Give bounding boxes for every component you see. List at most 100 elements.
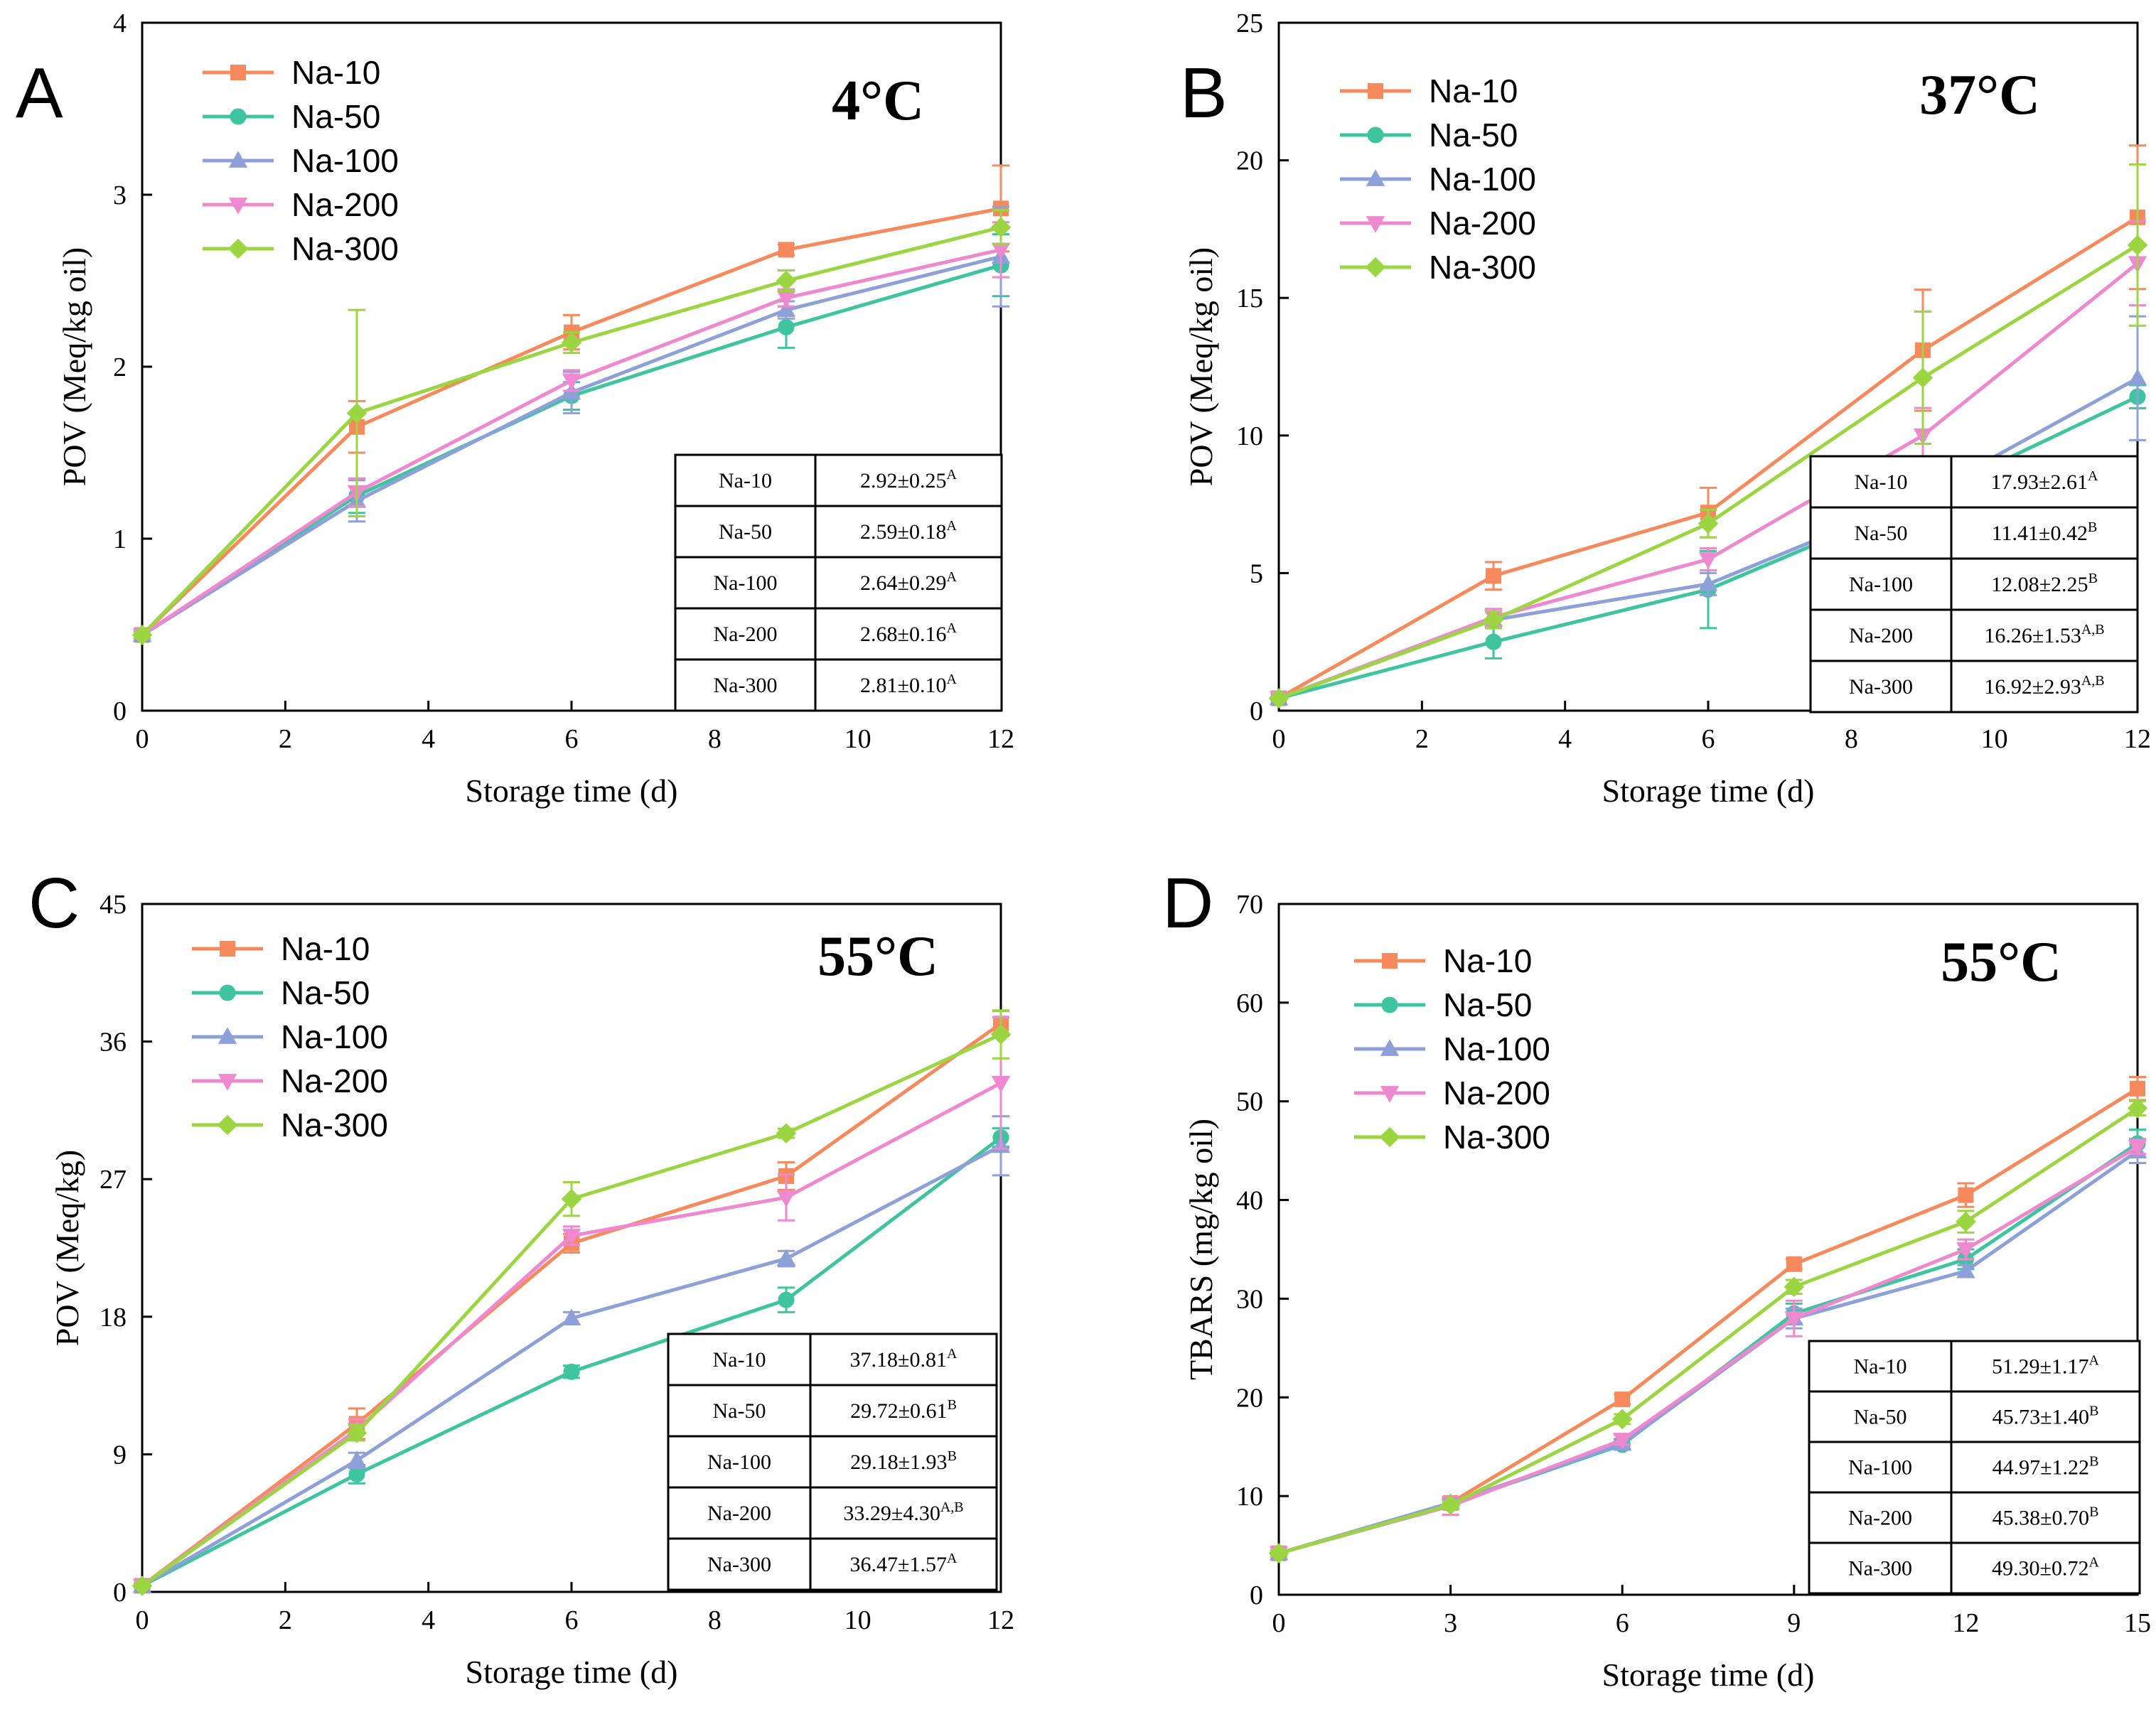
table-cell-sample: Na-50 <box>1854 1406 1907 1429</box>
panel-c: C 0 2 4 6 8 10 12 0 9 18 27 36 45 Storage time (d) POV … <box>28 863 1014 1690</box>
legend-marker <box>228 151 248 168</box>
table-cell-sample: Na-200 <box>1848 1507 1912 1530</box>
series-line <box>1278 1107 2139 1556</box>
data-point <box>1956 1211 1976 1232</box>
series-na-300 <box>132 209 1012 645</box>
series-group <box>132 164 1012 645</box>
y-axis-title: POV (Meq/kg oil) <box>56 247 92 487</box>
table-cell-superscript: B <box>948 1397 957 1413</box>
y-axis-title: POV (Meq/kg oil) <box>1183 247 1219 487</box>
table-cell-sample: Na-10 <box>719 469 772 492</box>
table-row: Na-300 49.30±0.72A <box>1848 1555 2100 1581</box>
chart-title: 55°C <box>1941 931 2061 994</box>
legend-item: Na-200 <box>203 186 399 223</box>
table-cell-superscript: A,B <box>940 1500 964 1515</box>
table-cell-sample: Na-10 <box>1854 1355 1907 1379</box>
data-point <box>776 300 796 318</box>
y-tick-label: 25 <box>1236 9 1263 38</box>
data-point <box>563 1363 580 1380</box>
x-tick-label: 12 <box>2124 724 2151 754</box>
legend-label: Na-300 <box>1443 1119 1550 1156</box>
summary-table: Na-10 37.18±0.81A Na-50 29.72±0.61B Na-100 29… <box>667 1333 998 1591</box>
legend-item: Na-100 <box>1354 1030 1550 1067</box>
plot-frame <box>1277 903 2139 1596</box>
legend-marker <box>218 1074 237 1091</box>
y-tick-label: 9 <box>113 1440 127 1470</box>
data-point <box>561 332 582 353</box>
legend-marker <box>217 1114 238 1136</box>
table-row: Na-10 2.92±0.25A <box>719 467 958 492</box>
data-point <box>776 1123 797 1143</box>
legend-label: Na-100 <box>291 142 399 179</box>
legend-item: Na-50 <box>192 974 370 1011</box>
chart-title: 37°C <box>1919 64 2040 126</box>
x-tick-label: 0 <box>136 1605 149 1635</box>
data-point <box>1698 513 1719 534</box>
data-point <box>991 242 1011 260</box>
data-point <box>1486 568 1501 584</box>
x-tick-label: 6 <box>565 724 579 754</box>
legend-item: Na-10 <box>1354 942 1532 979</box>
table-cell-value: 45.38±0.70B <box>1993 1504 2099 1530</box>
x-axis-title: Storage time (d) <box>1602 1657 1815 1693</box>
legend-label: Na-300 <box>281 1107 388 1143</box>
legend-marker <box>227 238 249 259</box>
data-point <box>346 1422 368 1443</box>
y-tick-label: 36 <box>100 1028 127 1057</box>
table-cell-value: 44.97±1.22B <box>1993 1454 2099 1480</box>
chart-title: 55°C <box>817 925 938 988</box>
legend-item: Na-50 <box>1340 117 1518 154</box>
table-cell-sample: Na-50 <box>713 1399 766 1423</box>
series-group <box>1268 1076 2148 1563</box>
table-row: Na-100 29.18±1.93B <box>707 1448 957 1474</box>
y-tick-label: 40 <box>1236 1186 1263 1216</box>
legend-label: Na-300 <box>291 230 399 267</box>
legend-marker <box>230 65 246 80</box>
legend-marker <box>1366 216 1385 233</box>
table-frame <box>1808 1340 2141 1595</box>
y-tick-label: 3 <box>113 181 127 210</box>
table-cell-value: 2.92±0.25A <box>860 467 957 492</box>
legend-marker <box>1365 257 1386 278</box>
table-row: Na-200 33.29±4.30A,B <box>707 1500 964 1525</box>
panel-b: B 0 2 4 6 8 10 12 0 5 10 15 20 25 Storage time (d) POV … <box>1180 9 2151 809</box>
table-cell-sample: Na-300 <box>1848 1557 1912 1581</box>
table-row: Na-100 2.64±0.29A <box>714 569 958 595</box>
table-row: Na-50 45.73±1.40B <box>1854 1404 2099 1429</box>
x-tick-label: 0 <box>136 724 149 754</box>
data-point <box>2128 1139 2147 1157</box>
table-cell-sample: Na-50 <box>1855 522 1908 545</box>
legend-label: Na-10 <box>291 54 380 91</box>
legend-item: Na-100 <box>192 1018 388 1055</box>
legend: Na-10 Na-50 Na-100 Na-200 Na-300 <box>1354 942 1550 1156</box>
x-tick-label: 8 <box>708 1605 722 1635</box>
x-tick-label: 10 <box>844 1605 871 1635</box>
legend-item: Na-200 <box>1354 1075 1550 1111</box>
panel-d: D 0 3 6 9 12 15 0 10 20 30 40 50 60 70 Storage time (d)… <box>1162 863 2151 1693</box>
legend-label: Na-50 <box>291 98 380 135</box>
y-tick-label: 15 <box>1236 284 1263 313</box>
legend-marker <box>1367 126 1384 144</box>
table-row: Na-100 12.08±2.25B <box>1849 571 2098 596</box>
table-frame <box>667 1333 998 1591</box>
y-tick-label: 0 <box>1250 696 1263 726</box>
y-tick-label: 0 <box>113 696 127 726</box>
legend-label: Na-10 <box>1443 942 1532 979</box>
legend-marker <box>228 198 248 215</box>
table-row: Na-200 16.26±1.53A,B <box>1849 622 2105 647</box>
legend-label: Na-300 <box>1429 249 1536 286</box>
y-tick-label: 30 <box>1236 1284 1263 1314</box>
table-cell-superscript: B <box>2089 1504 2098 1520</box>
table-cell-sample: Na-100 <box>707 1450 771 1474</box>
x-tick-label: 9 <box>1787 1608 1801 1638</box>
table-cell-superscript: A <box>2088 468 2098 484</box>
table-cell-value: 33.29±4.30A,B <box>843 1500 963 1525</box>
data-point <box>1268 688 1289 709</box>
table-cell-superscript: B <box>2088 519 2097 535</box>
table-cell-superscript: A <box>947 518 958 534</box>
legend-item: Na-200 <box>192 1062 388 1099</box>
legend-item: Na-300 <box>203 230 399 267</box>
